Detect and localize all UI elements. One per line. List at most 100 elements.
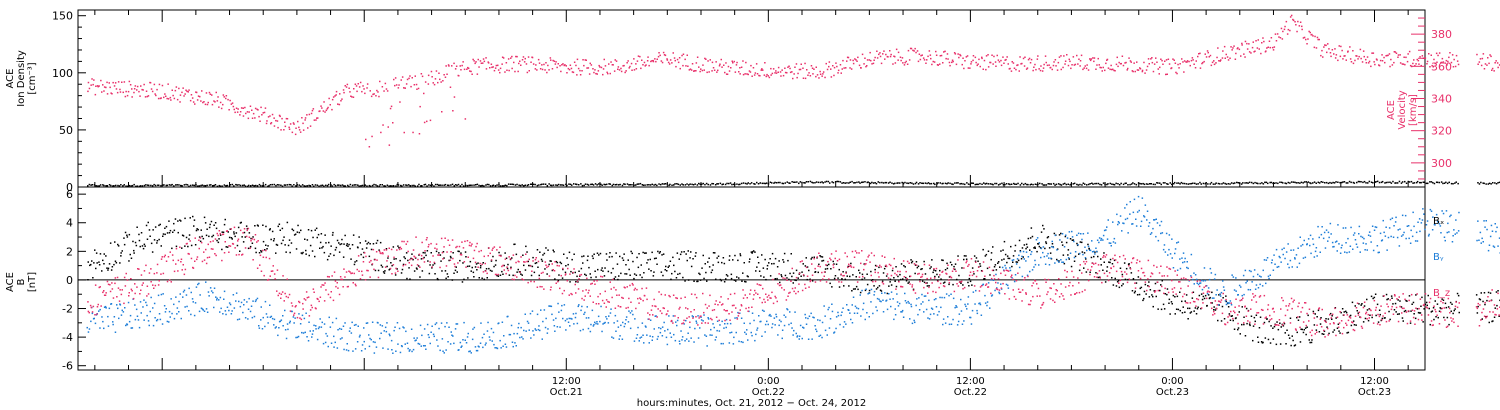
density-point	[210, 184, 212, 186]
field-point	[503, 264, 505, 267]
field-point	[870, 279, 873, 282]
field-point	[1116, 213, 1118, 216]
velocity-point	[550, 59, 552, 61]
velocity-point	[109, 86, 111, 89]
field-point	[319, 318, 321, 320]
field-point	[841, 278, 843, 280]
field-point	[917, 265, 920, 267]
velocity-point	[1354, 59, 1356, 62]
density-point	[759, 182, 761, 184]
field-point	[1176, 269, 1179, 271]
density-point	[1318, 182, 1321, 184]
velocity-point	[850, 68, 853, 70]
field-point	[1441, 298, 1443, 300]
field-point	[704, 263, 706, 265]
field-point	[128, 233, 131, 236]
field-point	[766, 264, 769, 267]
field-point	[567, 263, 569, 266]
field-point	[720, 279, 723, 282]
field-point	[1340, 311, 1342, 314]
field-point	[725, 326, 727, 329]
velocity-point	[1218, 60, 1220, 62]
field-point	[647, 259, 649, 261]
field-point	[377, 322, 379, 324]
field-point	[636, 256, 638, 259]
field-point	[929, 267, 931, 270]
velocity-point	[919, 58, 922, 61]
velocity-point	[740, 66, 743, 68]
density-point	[985, 182, 988, 185]
field-point	[1112, 221, 1114, 223]
field-point	[535, 329, 537, 331]
density-point	[489, 185, 492, 187]
field-point	[1046, 255, 1048, 257]
field-point	[194, 302, 197, 304]
density-point	[584, 183, 587, 185]
field-point	[898, 302, 901, 305]
velocity-point	[1445, 59, 1448, 62]
velocity-point	[1062, 66, 1064, 69]
field-point	[306, 336, 308, 338]
field-point	[266, 248, 268, 250]
velocity-point	[1387, 54, 1389, 57]
field-point	[455, 266, 457, 268]
density-point	[1387, 181, 1389, 184]
velocity-point	[681, 54, 683, 57]
density-point	[355, 184, 357, 186]
field-point	[587, 327, 590, 330]
field-point	[921, 280, 924, 282]
density-point	[1395, 182, 1397, 184]
field-point	[1014, 244, 1017, 247]
field-point	[1241, 323, 1243, 326]
density-point	[293, 184, 295, 186]
density-point	[395, 185, 397, 187]
field-point	[1171, 303, 1173, 305]
field-point	[443, 352, 445, 354]
field-point	[655, 257, 657, 259]
velocity-point	[186, 90, 188, 93]
velocity-point	[326, 108, 329, 110]
field-point	[116, 304, 118, 306]
field-point	[1035, 239, 1038, 241]
velocity-point	[423, 121, 426, 124]
velocity-point	[716, 71, 718, 73]
velocity-point	[1478, 61, 1481, 63]
field-point	[718, 330, 721, 332]
velocity-point	[833, 74, 835, 77]
velocity-point	[774, 72, 776, 74]
density-point	[388, 185, 390, 187]
velocity-point	[1225, 53, 1227, 56]
field-point	[828, 306, 830, 309]
field-point	[716, 257, 718, 259]
velocity-point	[1441, 57, 1444, 60]
field-point	[855, 285, 858, 288]
field-point	[314, 229, 316, 231]
density-point	[481, 184, 483, 187]
field-point	[346, 343, 348, 345]
field-point	[901, 309, 904, 312]
field-point	[405, 330, 407, 333]
density-point	[1292, 181, 1295, 183]
field-point	[396, 268, 398, 270]
field-point	[1262, 341, 1264, 344]
field-point	[918, 309, 921, 311]
density-point	[368, 184, 371, 187]
density-point	[621, 184, 624, 187]
field-point	[376, 239, 379, 242]
velocity-point	[762, 69, 764, 71]
field-point	[553, 325, 556, 327]
velocity-point	[1079, 65, 1081, 67]
density-point	[1009, 183, 1011, 186]
density-point	[1303, 181, 1306, 183]
field-point	[896, 293, 898, 295]
field-point	[809, 278, 811, 280]
field-point	[736, 317, 738, 319]
velocity-point	[1436, 61, 1438, 63]
velocity-point	[506, 69, 508, 71]
density-tick-label: 100	[52, 67, 73, 80]
field-point	[1171, 238, 1173, 240]
density-point	[576, 183, 578, 186]
field-point	[420, 345, 422, 347]
field-point	[161, 323, 164, 325]
density-point	[817, 181, 820, 184]
